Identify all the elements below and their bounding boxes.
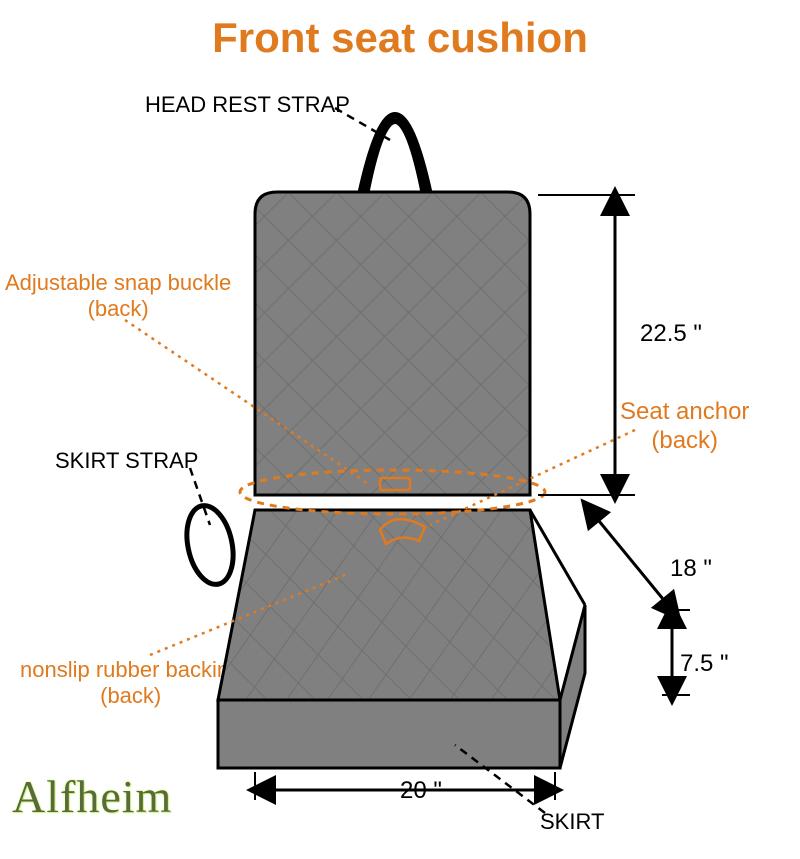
diagram-svg bbox=[0, 0, 800, 859]
seat-cushion-drawing bbox=[180, 115, 585, 768]
